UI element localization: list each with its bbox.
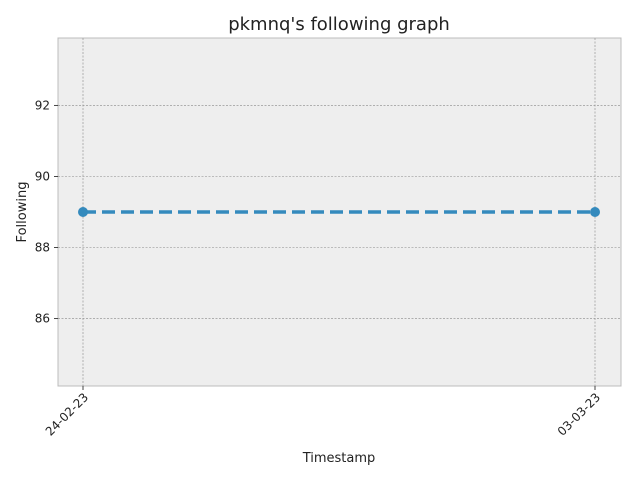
data-point: [590, 207, 600, 217]
x-tick-labels: 24-02-23 03-03-23: [43, 386, 603, 439]
y-tick-labels: 86 88 90 92: [35, 98, 58, 326]
y-tick-label: 92: [35, 98, 50, 112]
y-tick-label: 90: [35, 169, 50, 183]
chart-title: pkmnq's following graph: [228, 14, 450, 35]
x-tick-label: 03-03-23: [555, 390, 603, 438]
x-tick-label: 24-02-23: [43, 390, 91, 438]
series-marks: [78, 207, 600, 217]
data-point: [78, 207, 88, 217]
y-tick-label: 86: [35, 312, 50, 326]
y-axis-label: Following: [15, 182, 30, 243]
y-tick-label: 88: [35, 241, 50, 255]
x-axis-label: Timestamp: [302, 451, 376, 466]
grid-lines: [58, 38, 621, 386]
